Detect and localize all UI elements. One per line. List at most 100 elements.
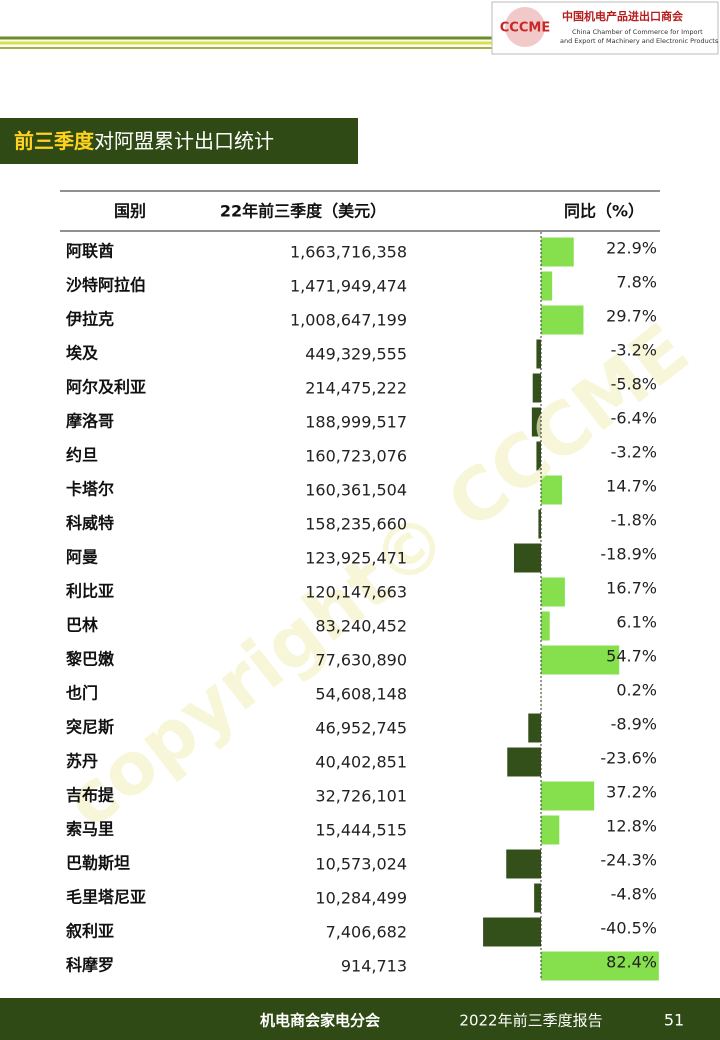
country: 科威特 (66, 514, 114, 533)
export-value: 10,284,499 (315, 889, 407, 908)
country: 阿联酋 (66, 242, 114, 261)
footer-bar (0, 998, 720, 1040)
country: 摩洛哥 (66, 412, 114, 431)
export-value: 15,444,515 (315, 821, 407, 840)
change-label: 12.8% (606, 817, 657, 836)
export-value: 10,573,024 (315, 855, 407, 874)
change-label: -40.5% (600, 919, 657, 938)
change-label: -6.4% (611, 409, 657, 428)
change-label: -5.8% (611, 375, 657, 394)
export-value: 46,952,745 (315, 719, 407, 738)
country: 苏丹 (66, 752, 98, 771)
change-label: 37.2% (606, 783, 657, 802)
export-value: 77,630,890 (315, 651, 407, 670)
change-label: -23.6% (600, 749, 657, 768)
change-bar (507, 747, 541, 777)
column-header: 22年前三季度（美元） (220, 202, 386, 221)
change-label: 7.8% (616, 273, 657, 292)
change-label: 6.1% (616, 613, 657, 632)
export-value: 1,663,716,358 (290, 243, 407, 262)
change-bar (536, 339, 541, 369)
country: 巴林 (66, 616, 98, 635)
country: 伊拉克 (65, 310, 114, 329)
logo-mark (505, 7, 545, 47)
country: 叙利亚 (66, 922, 114, 941)
change-bar (541, 305, 584, 335)
country: 卡塔尔 (66, 480, 114, 499)
change-bar (538, 509, 541, 539)
column-header: 国别 (114, 202, 146, 221)
change-label: -3.2% (611, 341, 657, 360)
country: 阿曼 (66, 548, 98, 567)
change-label: 22.9% (606, 239, 657, 258)
export-value: 120,147,663 (305, 583, 407, 602)
logo-text: CCCME (500, 21, 550, 36)
export-value: 449,329,555 (305, 345, 407, 364)
change-bar (506, 849, 541, 879)
change-bar (534, 883, 541, 913)
country: 黎巴嫩 (66, 650, 115, 669)
page-number: 51 (664, 1011, 684, 1030)
export-value: 32,726,101 (315, 787, 407, 806)
country: 毛里塔尼亚 (66, 888, 146, 907)
title-rest: 对阿盟累计出口统计 (94, 129, 274, 153)
export-value: 914,713 (341, 957, 407, 976)
country: 埃及 (66, 344, 99, 363)
export-value: 214,475,222 (305, 379, 407, 398)
country: 吉布提 (66, 786, 115, 805)
footer-report: 2022年前三季度报告 (459, 1012, 602, 1030)
country: 约旦 (66, 446, 98, 465)
change-label: -8.9% (611, 715, 657, 734)
change-bar (541, 611, 550, 641)
title-highlight: 前三季度 (14, 129, 95, 153)
change-label: 54.7% (606, 647, 657, 666)
title-bar (0, 118, 358, 164)
change-label: -3.2% (611, 443, 657, 462)
country: 科摩罗 (66, 956, 114, 975)
change-label: 82.4% (606, 953, 657, 972)
change-label: 16.7% (606, 579, 657, 598)
change-label: -1.8% (611, 511, 657, 530)
country: 沙特阿拉伯 (66, 276, 146, 295)
country: 索马里 (66, 820, 114, 839)
country: 巴勒斯坦 (66, 854, 130, 873)
title: 前三季度对阿盟累计出口统计 (14, 129, 274, 153)
export-value: 40,402,851 (315, 753, 407, 772)
column-header: 同比（%） (564, 202, 644, 221)
country: 突尼斯 (66, 718, 114, 737)
change-label: -18.9% (600, 545, 657, 564)
change-bar (541, 781, 595, 811)
export-value: 83,240,452 (315, 617, 407, 636)
change-bar (483, 917, 541, 947)
change-bar (541, 271, 553, 301)
country: 利比亚 (66, 582, 114, 601)
change-label: -24.3% (600, 851, 657, 870)
export-value: 1,471,949,474 (290, 277, 407, 296)
country: 也门 (66, 684, 98, 703)
export-value: 160,723,076 (305, 447, 407, 466)
org-name-en: China Chamber of Commerce for Import (572, 28, 703, 36)
export-value: 160,361,504 (305, 481, 407, 500)
change-bar (531, 407, 541, 437)
country: 阿尔及利亚 (66, 378, 146, 397)
export-value: 158,235,660 (305, 515, 407, 534)
footer-department: 机电商会家电分会 (260, 1012, 380, 1030)
export-value: 188,999,517 (305, 413, 407, 432)
change-bar (532, 373, 541, 403)
export-value: 54,608,148 (315, 685, 407, 704)
change-bar (541, 815, 560, 845)
export-value: 1,008,647,199 (290, 311, 407, 330)
org-name-en: and Export of Machinery and Electronic P… (560, 37, 719, 45)
change-bar (541, 951, 659, 981)
logo-box (491, 1, 719, 55)
change-bar (541, 577, 565, 607)
change-bar (536, 441, 541, 471)
export-value: 123,925,471 (305, 549, 407, 568)
change-label: 0.2% (616, 681, 657, 700)
change-bar (528, 713, 541, 743)
change-label: -4.8% (611, 885, 657, 904)
change-bar (513, 543, 541, 573)
change-bar (541, 645, 620, 675)
change-bar (541, 475, 563, 505)
